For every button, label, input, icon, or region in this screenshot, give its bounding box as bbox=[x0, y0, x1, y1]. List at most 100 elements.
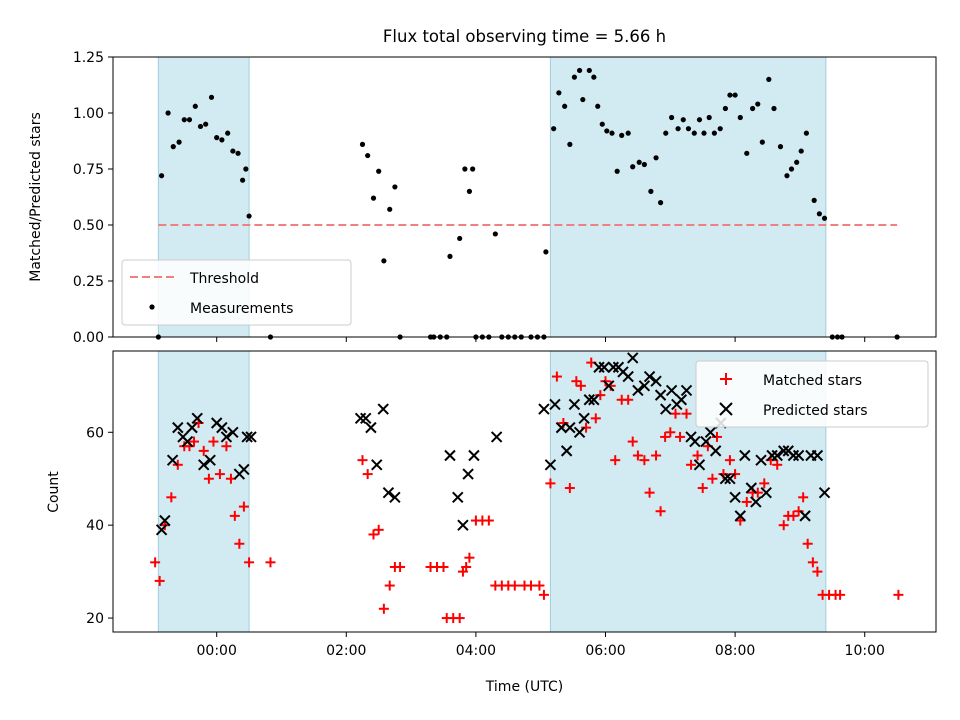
matched-star-point bbox=[378, 603, 389, 614]
x-tick-label: 06:00 bbox=[585, 643, 625, 659]
measurement-point bbox=[473, 334, 479, 340]
matched-star-point bbox=[483, 515, 494, 526]
predicted-star-point bbox=[538, 403, 550, 415]
measurement-point bbox=[159, 173, 165, 179]
measurement-point bbox=[591, 74, 597, 80]
measurement-point bbox=[691, 130, 697, 136]
measurement-point bbox=[604, 128, 610, 134]
top-legend-box bbox=[121, 259, 352, 326]
measurement-point bbox=[562, 103, 568, 109]
measurement-point bbox=[696, 117, 703, 123]
matched-star-point bbox=[362, 469, 373, 480]
measurement-point bbox=[447, 253, 453, 259]
measurement-point bbox=[499, 334, 505, 340]
y-tick-label: 40 bbox=[86, 518, 104, 534]
predicted-star-point bbox=[766, 449, 778, 462]
measurement-point bbox=[794, 159, 800, 165]
measurement-point bbox=[834, 334, 841, 340]
predicted-star-point bbox=[216, 421, 228, 434]
predicted-star-point bbox=[603, 380, 615, 392]
predicted-star-point bbox=[238, 463, 250, 476]
predicted-star-point bbox=[468, 449, 480, 462]
legend-matched-label: Matched stars bbox=[763, 373, 862, 389]
matched-star-point bbox=[681, 408, 692, 419]
matched-star-point bbox=[893, 589, 904, 600]
matched-star-point bbox=[238, 501, 249, 512]
predicted-star-point bbox=[792, 449, 805, 462]
measurement-point bbox=[470, 166, 476, 172]
matched-star-point bbox=[166, 492, 177, 503]
measurement-point bbox=[609, 130, 615, 136]
measurement-point bbox=[387, 206, 393, 212]
predicted-star-point bbox=[750, 496, 762, 508]
matched-star-point bbox=[807, 557, 818, 568]
predicted-star-point bbox=[166, 454, 179, 466]
predicted-star-point bbox=[578, 412, 590, 425]
matched-star-point bbox=[627, 436, 638, 447]
measurement-point bbox=[737, 114, 743, 121]
matched-star-point bbox=[538, 589, 549, 600]
measurement-point bbox=[208, 94, 215, 100]
measurement-point bbox=[170, 144, 176, 150]
measurement-point bbox=[365, 152, 371, 159]
measurement-point bbox=[219, 137, 225, 143]
matched-star-point bbox=[772, 459, 783, 470]
predicted-star-point bbox=[204, 454, 216, 466]
predicted-star-point bbox=[159, 514, 171, 527]
matched-star-point bbox=[438, 561, 449, 572]
predicted-star-point bbox=[709, 445, 722, 457]
measurement-point bbox=[492, 231, 498, 237]
measurement-point bbox=[505, 334, 511, 340]
measurement-point bbox=[653, 155, 659, 161]
measurement-point bbox=[811, 197, 817, 203]
top-panel: 0.00 0.25 0.50 0.75 1.00 1.25 Matched/Predict… bbox=[28, 50, 937, 346]
measurement-point bbox=[595, 103, 601, 109]
x-tick-label: 00:00 bbox=[197, 643, 237, 659]
measurement-point bbox=[829, 334, 835, 340]
legend-measurements-swatch bbox=[149, 304, 155, 310]
matched-star-point bbox=[798, 492, 809, 503]
matched-star-point bbox=[660, 431, 671, 442]
matched-star-point bbox=[752, 487, 763, 498]
matched-star-point bbox=[229, 510, 240, 521]
top-legend: Threshold Measurements bbox=[121, 259, 352, 326]
x-tick-label: 02:00 bbox=[326, 643, 366, 659]
predicted-star-point bbox=[593, 361, 605, 373]
predicted-star-point bbox=[186, 421, 198, 434]
measurement-point bbox=[462, 166, 468, 172]
predicted-star-point bbox=[680, 384, 693, 397]
matched-star-point bbox=[675, 431, 686, 442]
measurement-point bbox=[839, 334, 845, 340]
predicted-star-point bbox=[568, 398, 581, 411]
matched-star-point bbox=[545, 478, 556, 489]
measurement-point bbox=[376, 168, 382, 174]
matched-star-point bbox=[464, 552, 475, 563]
measurement-point bbox=[397, 334, 403, 340]
matched-star-point bbox=[189, 436, 200, 447]
shaded-interval bbox=[549, 56, 827, 338]
predicted-star-point bbox=[787, 449, 800, 462]
measurement-point bbox=[381, 258, 387, 264]
measurement-point bbox=[176, 139, 182, 145]
measurement-point bbox=[246, 213, 252, 219]
matched-star-point bbox=[221, 441, 232, 452]
measurement-point bbox=[186, 117, 193, 123]
matched-star-point bbox=[590, 413, 601, 424]
x-tick-label: 10:00 bbox=[845, 643, 885, 659]
measurement-point bbox=[192, 103, 198, 109]
matched-star-point bbox=[802, 538, 813, 549]
measurement-point bbox=[240, 177, 246, 183]
predicted-star-point bbox=[745, 482, 758, 494]
matched-star-point bbox=[793, 506, 804, 517]
predicted-star-point bbox=[660, 403, 672, 415]
predicted-star-point bbox=[377, 403, 389, 415]
predicted-star-point bbox=[227, 426, 239, 438]
measurement-point bbox=[466, 188, 473, 194]
series-predicted-stars bbox=[155, 352, 831, 536]
measurement-point bbox=[777, 144, 784, 150]
y-tick-label: 0.75 bbox=[73, 162, 104, 178]
measurement-point bbox=[706, 114, 712, 121]
measurement-point bbox=[518, 334, 524, 340]
predicted-star-point bbox=[598, 361, 610, 373]
